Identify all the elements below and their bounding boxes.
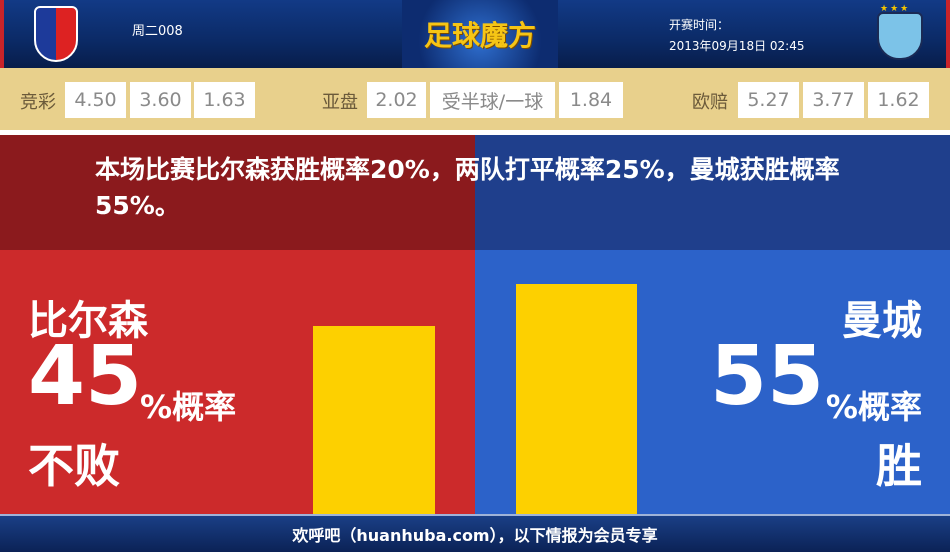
summary-bg-home [0,135,475,250]
stars-icon: ★★★ [880,4,911,14]
away-percent: 55 [710,329,825,424]
odds-value: 1.63 [194,82,255,118]
summary-bg-away [475,135,950,250]
odds-value: 2.02 [367,82,426,118]
home-team-logo [34,6,78,62]
home-percent: 45 [28,329,143,424]
away-team-logo [877,12,923,60]
away-panel: 曼城 55 %概率 胜 [475,250,950,514]
probability-summary: 本场比赛比尔森获胜概率20%，两队打平概率25%，曼城获胜概率55%。 [95,155,840,220]
home-team-name: 比尔森 [28,298,148,344]
home-panel: 比尔森 45 %概率 不败 [0,250,475,514]
jingcai-label: 竞彩 [20,92,56,113]
away-percent-suffix: %概率 [825,388,922,426]
header: 周二008 足球魔方 开赛时间： 2013年09月18日 02:45 ★★★ [0,0,950,68]
odds-value: 4.50 [65,82,126,118]
odds-value: 1.62 [868,82,929,118]
away-outcome: 胜 [876,439,922,493]
odds-value: 3.77 [803,82,864,118]
odds-value: 3.60 [130,82,191,118]
kickoff-time: 2013年09月18日 02:45 [669,39,805,53]
footer-banner: 欢呼吧（huanhuba.com），以下情报为会员专享 [0,514,950,552]
away-team-name: 曼城 [842,298,922,344]
kickoff-label: 开赛时间： [669,18,730,32]
odds-value: 1.84 [559,82,623,118]
home-outcome: 不败 [28,439,120,493]
home-percent-suffix: %概率 [140,388,237,426]
odds-bar: 竞彩 4.50 3.60 1.63 亚盘 2.02 受半球/一球 1.84 欧赔… [0,68,950,130]
odds-value: 5.27 [738,82,799,118]
yapan-label: 亚盘 [322,92,358,113]
handicap-value: 受半球/一球 [430,82,555,118]
match-code: 周二008 [132,24,183,39]
divider [0,130,950,135]
ouzhou-label: 欧赔 [692,92,728,113]
away-probability-bar [516,284,637,514]
brand-logo: 足球魔方 [402,0,558,68]
home-probability-bar [313,325,435,514]
